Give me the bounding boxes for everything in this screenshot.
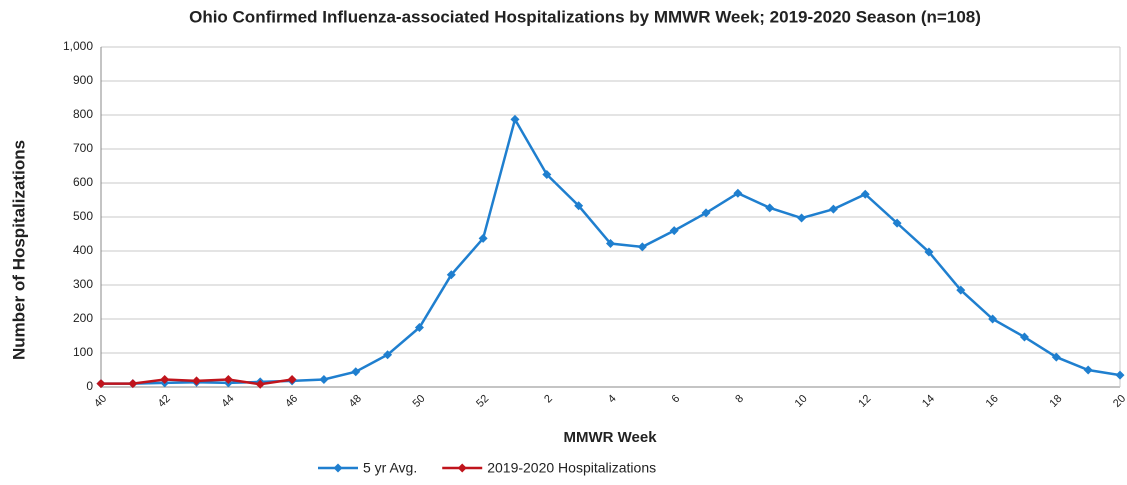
y-tick-label: 900 — [73, 73, 93, 87]
point — [128, 379, 138, 389]
y-tick-label: 1,000 — [63, 39, 93, 53]
x-axis-label: MMWR Week — [563, 429, 657, 446]
point — [1083, 365, 1093, 375]
point — [478, 233, 488, 243]
point — [542, 170, 552, 179]
y-tick-label: 400 — [73, 243, 93, 257]
point — [606, 239, 615, 249]
y-tick-label: 100 — [73, 345, 93, 359]
point — [637, 242, 647, 252]
point — [988, 314, 998, 324]
x-tick-label: 4 — [606, 393, 619, 406]
x-tick-label: 44 — [219, 393, 236, 410]
point — [223, 375, 233, 385]
legend-label: 5 yr Avg. — [363, 460, 417, 476]
y-tick-label: 0 — [86, 379, 93, 393]
point — [860, 189, 870, 199]
point — [956, 285, 966, 295]
x-tick-label: 6 — [670, 393, 683, 406]
x-tick-label: 48 — [347, 393, 364, 410]
x-tick-label: 50 — [410, 393, 427, 410]
y-tick-label: 700 — [73, 141, 93, 155]
y-tick-label: 500 — [73, 209, 93, 223]
point — [510, 114, 520, 124]
point — [828, 204, 838, 214]
point — [1051, 352, 1061, 362]
point — [255, 379, 265, 389]
x-tick-label: 40 — [92, 393, 109, 410]
point — [669, 226, 679, 236]
x-tick-label: 8 — [733, 393, 746, 406]
point — [574, 201, 584, 211]
legend-marker — [333, 463, 343, 473]
point — [701, 208, 711, 218]
x-tick-label: 18 — [1047, 393, 1064, 410]
x-tick-label: 12 — [856, 393, 873, 410]
point — [1115, 370, 1125, 380]
point — [287, 375, 297, 385]
x-tick-label: 42 — [156, 393, 173, 410]
point — [733, 188, 743, 198]
y-tick-label: 800 — [73, 107, 93, 121]
y-tick-label: 600 — [73, 175, 93, 189]
y-tick-label: 300 — [73, 277, 93, 291]
point — [1019, 332, 1029, 342]
x-tick-label: 10 — [793, 393, 810, 410]
point — [892, 218, 902, 228]
x-tick-label: 2 — [542, 393, 555, 406]
point — [924, 247, 934, 257]
x-tick-label: 16 — [984, 393, 1001, 410]
point — [446, 270, 456, 280]
y-axis-label: Number of Hospitalizations — [9, 140, 28, 360]
point — [160, 375, 170, 385]
point — [383, 350, 393, 360]
legend-marker — [457, 463, 467, 473]
point — [351, 367, 361, 377]
point — [96, 379, 106, 389]
point — [414, 323, 424, 332]
legend-label: 2019-2020 Hospitalizations — [487, 460, 656, 476]
point — [765, 203, 775, 213]
x-tick-label: 52 — [474, 393, 491, 410]
point — [192, 376, 202, 386]
x-tick-label: 14 — [920, 393, 937, 410]
chart-title: Ohio Confirmed Influenza-associated Hosp… — [189, 7, 981, 26]
y-tick-label: 200 — [73, 311, 93, 325]
point — [319, 375, 329, 385]
x-tick-label: 20 — [1111, 393, 1127, 410]
series-line — [101, 116, 1121, 385]
x-tick-label: 46 — [283, 393, 300, 410]
point — [797, 213, 807, 223]
